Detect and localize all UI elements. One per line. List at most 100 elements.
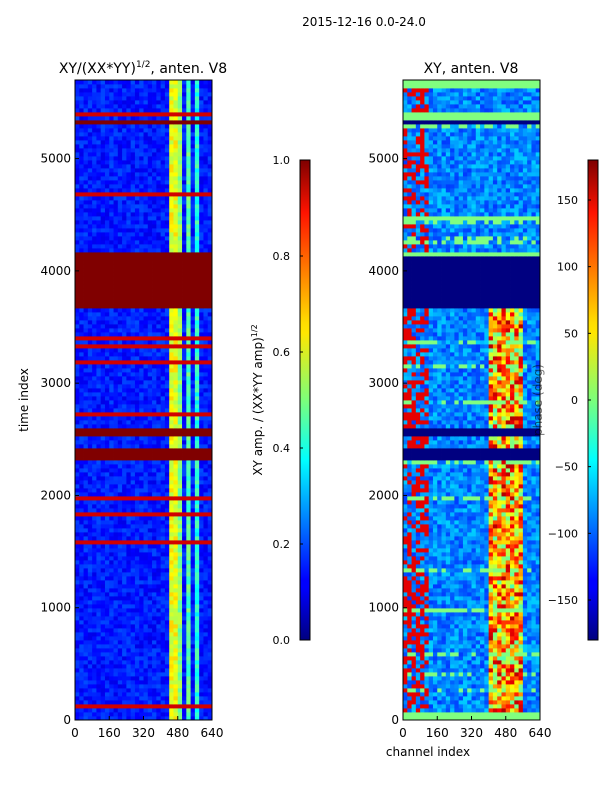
- heatmap-cell: [147, 96, 153, 101]
- heatmap-cell: [186, 212, 191, 217]
- heatmap-cell: [134, 528, 140, 533]
- heatmap-cell: [75, 616, 80, 621]
- heatmap-cell: [177, 704, 183, 709]
- heatmap-cell: [117, 272, 123, 277]
- heatmap-cell: [182, 152, 187, 157]
- heatmap-cell: [109, 252, 114, 257]
- heatmap-cell: [126, 432, 132, 437]
- heatmap-cell: [160, 368, 166, 373]
- heatmap-cell: [173, 680, 179, 685]
- heatmap-cell: [113, 168, 119, 173]
- heatmap-cell: [126, 716, 132, 720]
- heatmap-cell: [160, 220, 166, 225]
- heatmap-cell: [104, 632, 110, 637]
- heatmap-cell: [173, 600, 179, 605]
- heatmap-cell: [169, 592, 174, 597]
- heatmap-cell: [194, 588, 200, 593]
- heatmap-cell: [203, 380, 209, 385]
- heatmap-cell: [177, 608, 183, 613]
- heatmap-cell: [147, 376, 153, 381]
- heatmap-cell: [203, 192, 209, 197]
- heatmap-cell: [207, 416, 212, 421]
- heatmap-cell: [130, 172, 136, 177]
- heatmap-cell: [117, 332, 123, 337]
- heatmap-cell: [109, 408, 114, 413]
- heatmap-cell: [169, 680, 174, 685]
- heatmap-cell: [109, 376, 114, 381]
- heatmap-cell: [147, 184, 153, 189]
- heatmap-cell: [143, 304, 149, 309]
- heatmap-cell: [152, 644, 157, 649]
- heatmap-cell: [143, 244, 149, 249]
- heatmap-cell: [207, 572, 212, 577]
- heatmap-cell: [117, 692, 123, 697]
- heatmap-cell: [75, 700, 80, 705]
- heatmap-cell: [194, 372, 200, 377]
- heatmap-cell: [143, 112, 149, 117]
- heatmap-cell: [147, 512, 153, 517]
- heatmap-cell: [87, 300, 93, 305]
- heatmap-cell: [143, 224, 149, 229]
- heatmap-cell: [194, 304, 200, 309]
- heatmap-cell: [122, 392, 127, 397]
- heatmap-cell: [100, 608, 106, 613]
- heatmap-cell: [113, 380, 119, 385]
- heatmap-cell: [79, 276, 84, 281]
- heatmap-cell: [207, 704, 212, 709]
- heatmap-cell: [190, 188, 196, 193]
- heatmap-cell: [169, 340, 174, 345]
- heatmap-cell: [79, 304, 84, 309]
- heatmap-cell: [113, 516, 119, 521]
- heatmap-cell: [75, 528, 80, 533]
- heatmap-cell: [152, 500, 157, 505]
- heatmap-cell: [92, 500, 97, 505]
- heatmap-cell: [160, 308, 166, 313]
- heatmap-cell: [177, 596, 183, 601]
- heatmap-cell: [160, 508, 166, 513]
- heatmap-cell: [182, 656, 187, 661]
- heatmap-cell: [109, 616, 114, 621]
- heatmap-cell: [199, 644, 204, 649]
- heatmap-cell: [104, 264, 110, 269]
- heatmap-cell: [134, 424, 140, 429]
- heatmap-cell: [113, 556, 119, 561]
- heatmap-cell: [186, 280, 191, 285]
- heatmap-cell: [160, 224, 166, 229]
- heatmap-cell: [126, 124, 132, 129]
- heatmap-cell: [173, 420, 179, 425]
- heatmap-cell: [147, 156, 153, 161]
- heatmap-cell: [79, 564, 84, 569]
- heatmap-cell: [104, 220, 110, 225]
- heatmap-cell: [173, 156, 179, 161]
- heatmap-cell: [113, 356, 119, 361]
- heatmap-cell: [117, 288, 123, 293]
- heatmap-cell: [117, 460, 123, 465]
- heatmap-cell: [139, 356, 144, 361]
- heatmap-cell: [160, 264, 166, 269]
- heatmap-cell: [130, 152, 136, 157]
- heatmap-cell: [130, 164, 136, 169]
- heatmap-cell: [147, 112, 153, 117]
- heatmap-cell: [109, 708, 114, 713]
- heatmap-cell: [152, 172, 157, 177]
- heatmap-cell: [134, 336, 140, 341]
- heatmap-cell: [186, 536, 191, 541]
- heatmap-cell: [156, 432, 162, 437]
- heatmap-cell: [160, 652, 166, 657]
- heatmap-cell: [130, 628, 136, 633]
- heatmap-cell: [203, 120, 209, 125]
- heatmap-cell: [104, 204, 110, 209]
- heatmap-cell: [194, 596, 200, 601]
- heatmap-cell: [143, 596, 149, 601]
- heatmap-cell: [156, 416, 162, 421]
- heatmap-cell: [117, 324, 123, 329]
- heatmap-cell: [147, 108, 153, 113]
- heatmap-cell: [117, 208, 123, 213]
- heatmap-cell: [177, 688, 183, 693]
- heatmap-cell: [126, 336, 132, 341]
- heatmap-cell: [100, 128, 106, 133]
- heatmap-cell: [207, 692, 212, 697]
- heatmap-cell: [117, 592, 123, 597]
- heatmap-cell: [83, 572, 89, 577]
- heatmap-cell: [190, 172, 196, 177]
